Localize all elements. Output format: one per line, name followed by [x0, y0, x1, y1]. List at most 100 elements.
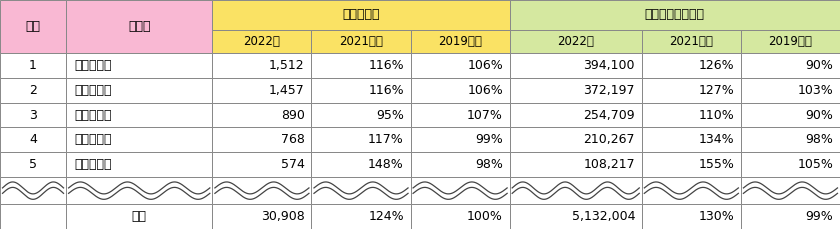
- Bar: [213, 152, 312, 177]
- Text: 155%: 155%: [698, 158, 734, 171]
- Bar: [0, 0, 66, 53]
- Text: 2019年比: 2019年比: [769, 35, 812, 48]
- Bar: [66, 177, 213, 204]
- Bar: [741, 30, 840, 53]
- Bar: [66, 53, 213, 78]
- Text: 羽田－福岡: 羽田－福岡: [75, 84, 112, 97]
- Text: 108,217: 108,217: [584, 158, 635, 171]
- Text: 768: 768: [281, 133, 305, 146]
- Bar: [411, 78, 510, 103]
- Text: 99%: 99%: [475, 133, 503, 146]
- Bar: [510, 53, 642, 78]
- Bar: [213, 53, 312, 78]
- Bar: [510, 152, 642, 177]
- Text: 106%: 106%: [467, 59, 503, 72]
- Bar: [0, 177, 66, 204]
- Bar: [411, 53, 510, 78]
- Bar: [510, 128, 642, 152]
- Bar: [213, 177, 312, 204]
- Bar: [66, 78, 213, 103]
- Text: 890: 890: [281, 109, 305, 122]
- Bar: [213, 78, 312, 103]
- Text: 106%: 106%: [467, 84, 503, 97]
- Text: 1,512: 1,512: [269, 59, 305, 72]
- Bar: [213, 204, 312, 229]
- Text: 2021年比: 2021年比: [669, 35, 713, 48]
- Bar: [741, 152, 840, 177]
- Bar: [642, 128, 741, 152]
- Bar: [510, 103, 642, 128]
- Text: 105%: 105%: [797, 158, 833, 171]
- Text: 254,709: 254,709: [584, 109, 635, 122]
- Bar: [0, 78, 66, 103]
- Text: 成田－千歳: 成田－千歳: [75, 158, 112, 171]
- Text: 5,132,004: 5,132,004: [571, 210, 635, 223]
- Bar: [411, 30, 510, 53]
- Text: 2019年比: 2019年比: [438, 35, 482, 48]
- Bar: [642, 103, 741, 128]
- Bar: [642, 53, 741, 78]
- Text: 羽田－千歳: 羽田－千歳: [75, 59, 112, 72]
- Bar: [510, 204, 642, 229]
- Text: ルート: ルート: [128, 20, 150, 33]
- Bar: [411, 152, 510, 177]
- Bar: [0, 103, 66, 128]
- Bar: [312, 53, 411, 78]
- Text: 90%: 90%: [806, 59, 833, 72]
- Bar: [312, 128, 411, 152]
- Text: 全体: 全体: [132, 210, 147, 223]
- Bar: [642, 177, 741, 204]
- Bar: [312, 152, 411, 177]
- Text: 210,267: 210,267: [584, 133, 635, 146]
- Bar: [213, 128, 312, 152]
- Text: 98%: 98%: [806, 133, 833, 146]
- Text: 順位: 順位: [25, 20, 40, 33]
- Bar: [312, 78, 411, 103]
- Bar: [0, 128, 66, 152]
- Text: 116%: 116%: [368, 59, 404, 72]
- Text: 394,100: 394,100: [584, 59, 635, 72]
- Text: 2: 2: [29, 84, 37, 97]
- Bar: [741, 103, 840, 128]
- Text: 117%: 117%: [368, 133, 404, 146]
- Bar: [66, 103, 213, 128]
- Bar: [0, 53, 66, 78]
- Bar: [642, 152, 741, 177]
- Text: 2022年: 2022年: [557, 35, 594, 48]
- Bar: [213, 30, 312, 53]
- Bar: [0, 204, 66, 229]
- Bar: [312, 204, 411, 229]
- Bar: [66, 128, 213, 152]
- Text: 実運航便の座席数: 実運航便の座席数: [645, 8, 705, 21]
- Bar: [312, 103, 411, 128]
- Text: 107%: 107%: [467, 109, 503, 122]
- Bar: [741, 177, 840, 204]
- Text: 90%: 90%: [806, 109, 833, 122]
- Text: 124%: 124%: [368, 210, 404, 223]
- Text: 30,908: 30,908: [261, 210, 305, 223]
- Bar: [741, 204, 840, 229]
- Bar: [213, 0, 510, 30]
- Bar: [66, 204, 213, 229]
- Text: 130%: 130%: [698, 210, 734, 223]
- Text: 134%: 134%: [699, 133, 734, 146]
- Bar: [312, 30, 411, 53]
- Text: 127%: 127%: [698, 84, 734, 97]
- Text: 103%: 103%: [797, 84, 833, 97]
- Text: 1,457: 1,457: [269, 84, 305, 97]
- Text: 1: 1: [29, 59, 37, 72]
- Bar: [642, 78, 741, 103]
- Bar: [411, 103, 510, 128]
- Text: 2021年比: 2021年比: [339, 35, 383, 48]
- Text: 110%: 110%: [698, 109, 734, 122]
- Text: 372,197: 372,197: [584, 84, 635, 97]
- Text: 95%: 95%: [376, 109, 404, 122]
- Bar: [66, 0, 213, 53]
- Text: 574: 574: [281, 158, 305, 171]
- Text: 実運航便数: 実運航便数: [342, 8, 380, 21]
- Text: 4: 4: [29, 133, 37, 146]
- Text: 3: 3: [29, 109, 37, 122]
- Text: 126%: 126%: [699, 59, 734, 72]
- Bar: [510, 78, 642, 103]
- Bar: [510, 30, 642, 53]
